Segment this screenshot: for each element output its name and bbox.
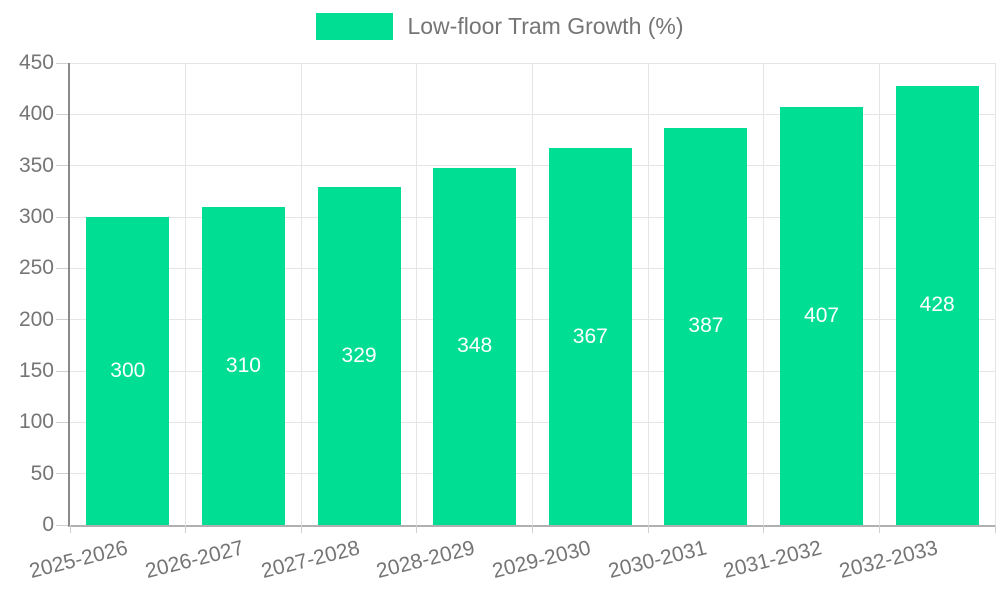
x-axis-tick [416, 525, 418, 533]
y-axis-label: 200 [18, 307, 54, 331]
bar-value-label: 348 [457, 334, 493, 358]
y-axis-tick [56, 165, 68, 167]
y-axis-tick [56, 421, 68, 423]
x-axis-tick [763, 525, 765, 533]
x-axis-tick [185, 525, 187, 533]
x-axis-tick [532, 525, 533, 533]
x-gridline [763, 63, 765, 525]
y-axis-label: 250 [18, 256, 54, 280]
bar-2027-2028[interactable]: 329 [317, 187, 401, 525]
bar-2030-2031[interactable]: 387 [664, 127, 748, 525]
x-gridline [994, 63, 996, 525]
x-axis-label: 2030-2031 [605, 536, 709, 583]
bar-value-label: 428 [919, 293, 955, 317]
legend-swatch [316, 13, 394, 40]
y-axis-label: 450 [18, 51, 54, 74]
y-axis-tick [56, 267, 68, 269]
x-axis-label: 2029-2030 [489, 536, 593, 583]
y-axis-label: 350 [18, 153, 54, 177]
x-axis-tick [647, 525, 649, 533]
x-axis-label: 2027-2028 [258, 536, 362, 583]
y-axis-tick [56, 473, 68, 475]
x-axis-label: 2026-2027 [143, 536, 247, 583]
y-axis-label: 400 [18, 102, 54, 126]
y-axis-tick [56, 62, 68, 64]
y-axis-label: 50 [30, 461, 54, 485]
legend-label: Low-floor Tram Growth (%) [407, 13, 684, 39]
bar-2032-2033[interactable]: 428 [895, 85, 979, 525]
bar-value-label: 310 [225, 353, 261, 377]
x-gridline [185, 63, 187, 525]
bar-value-label: 387 [688, 314, 724, 338]
bar-2025-2026[interactable]: 300 [86, 217, 170, 525]
plot-area: 0 50 100 150 200 250 300 350 400 450 300 310 329 348 3… [19, 51, 996, 583]
y-axis-tick [56, 319, 68, 321]
x-axis-label: 2032-2033 [836, 536, 940, 583]
bar-2026-2027[interactable]: 310 [201, 206, 285, 525]
x-axis-tick [300, 525, 302, 533]
legend[interactable]: Low-floor Tram Growth (%) [0, 13, 1000, 40]
x-axis-tick [994, 525, 996, 533]
bar-value-label: 300 [110, 359, 146, 382]
bar-2028-2029[interactable]: 348 [433, 167, 517, 525]
x-axis-label: 2031-2032 [721, 536, 825, 583]
x-axis-tick [69, 525, 71, 533]
x-gridline [647, 63, 649, 525]
y-axis-label: 300 [18, 205, 54, 228]
y-axis-label: 0 [42, 513, 54, 536]
y-axis-tick [56, 216, 68, 218]
bar-value-label: 407 [804, 304, 840, 328]
x-gridline [300, 63, 302, 525]
y-axis-tick [56, 370, 68, 372]
x-gridline [532, 63, 533, 525]
x-gridline [878, 63, 880, 525]
x-axis-tick [878, 525, 880, 533]
y-axis-tick [56, 113, 68, 115]
y-axis-label: 150 [18, 359, 54, 382]
bar-2031-2032[interactable]: 407 [780, 107, 864, 525]
x-axis-label: 2025-2026 [27, 536, 131, 583]
y-axis-tick [56, 524, 68, 526]
x-axis-label: 2028-2029 [374, 536, 478, 583]
bar-value-label: 367 [572, 324, 608, 348]
bar-value-label: 329 [341, 344, 377, 368]
bar-2029-2030[interactable]: 367 [548, 148, 632, 525]
y-axis-label: 100 [18, 410, 54, 434]
x-gridline [416, 63, 418, 525]
